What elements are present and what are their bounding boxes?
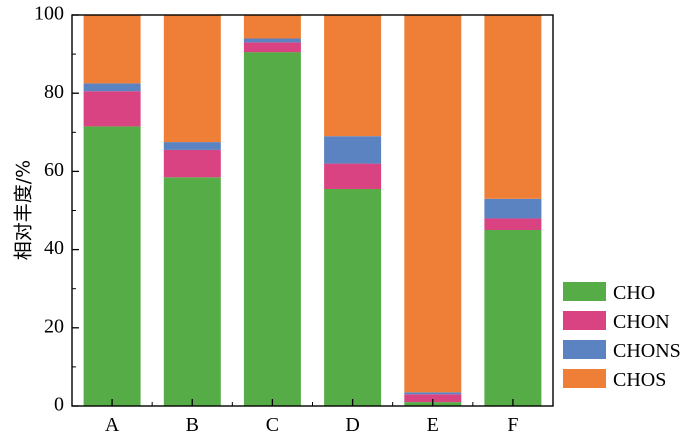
y-tick-label: 40 — [44, 237, 64, 259]
y-tick-label: 100 — [34, 3, 64, 25]
legend-swatch-CHONS — [563, 340, 606, 359]
bar-F-CHO — [484, 230, 542, 406]
bar-C-CHON — [243, 42, 301, 53]
bar-E-CHONS — [404, 392, 462, 395]
x-tick-label-A: A — [105, 414, 120, 436]
legend: CHO CHON CHONS CHOS — [563, 282, 681, 391]
legend-swatch-CHON — [563, 311, 606, 330]
bar-B-CHON — [163, 149, 221, 178]
bar-F-CHONS — [484, 198, 542, 219]
bar-D-CHON — [324, 163, 382, 189]
y-tick-label: 60 — [44, 159, 64, 181]
x-tick-label-B: B — [186, 414, 199, 436]
bar-D-CHOS — [324, 15, 382, 137]
bar-C-CHOS — [243, 15, 301, 39]
bar-C-CHONS — [243, 38, 301, 43]
bar-A-CHONS — [83, 83, 141, 92]
bar-B-CHO — [163, 177, 221, 406]
x-tick-label-D: D — [345, 414, 359, 436]
y-tick-label: 0 — [54, 394, 64, 416]
legend-label-CHON: CHON — [613, 311, 670, 333]
bars-layer — [83, 15, 542, 407]
bar-D-CHO — [324, 189, 382, 406]
bar-F-CHOS — [484, 15, 542, 199]
plot-frame — [71, 14, 554, 407]
legend-swatch-CHOS — [563, 369, 606, 388]
bar-E-CHON — [404, 394, 462, 403]
legend-label-CHOS: CHOS — [613, 369, 666, 391]
x-tick-label-E: E — [427, 414, 439, 436]
y-axis-title: 相对丰度/% — [13, 160, 35, 260]
y-tick-label: 20 — [44, 315, 64, 337]
bar-A-CHOS — [83, 15, 141, 84]
bar-A-CHON — [83, 91, 141, 127]
legend-swatch-CHO — [563, 282, 606, 301]
legend-label-CHO: CHO — [613, 282, 655, 304]
bar-F-CHON — [484, 218, 542, 230]
bar-C-CHO — [243, 52, 301, 406]
bar-A-CHO — [83, 126, 141, 407]
bar-B-CHONS — [163, 142, 221, 150]
legend-label-CHONS: CHONS — [613, 340, 681, 362]
bar-D-CHONS — [324, 136, 382, 164]
bar-E-CHOS — [404, 15, 462, 393]
x-tick-label-C: C — [266, 414, 279, 436]
y-tick-label: 80 — [44, 81, 64, 103]
bar-B-CHOS — [163, 15, 221, 143]
x-tick-label-F: F — [507, 414, 518, 436]
axes-layer: 0 20 40 60 80 100 A B C D E F — [34, 3, 554, 436]
